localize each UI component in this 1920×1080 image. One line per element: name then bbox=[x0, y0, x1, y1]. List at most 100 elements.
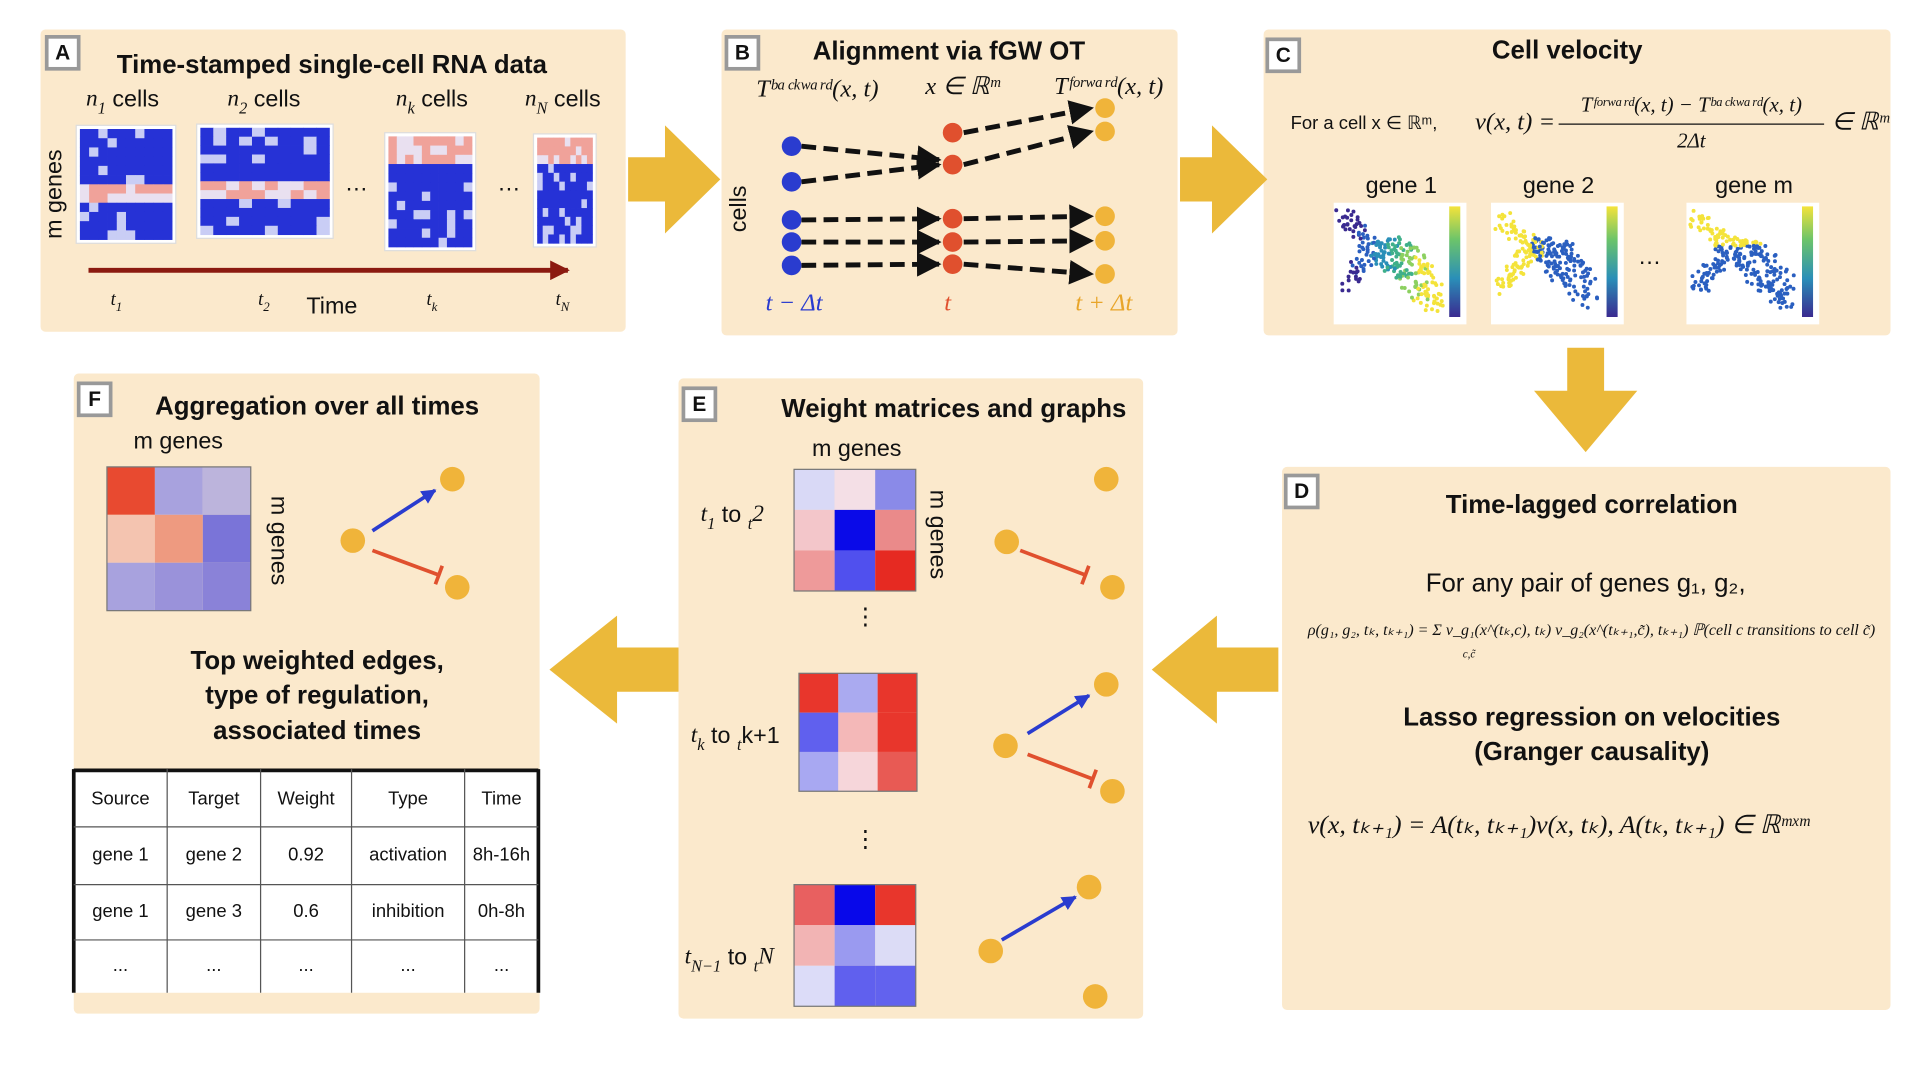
heatmap-cell bbox=[226, 172, 240, 182]
scatter-point bbox=[1354, 276, 1359, 281]
text-part: to bbox=[705, 722, 737, 748]
heatmap-cell bbox=[213, 225, 227, 236]
scatter-point bbox=[1351, 209, 1356, 214]
heatmap-cell bbox=[430, 228, 439, 239]
heatmap-cell bbox=[290, 163, 304, 173]
heatmap-cell bbox=[264, 199, 279, 209]
heatmap-cell bbox=[405, 210, 414, 220]
heatmap-cell bbox=[396, 191, 406, 202]
matrix-cell bbox=[834, 884, 876, 926]
scatter-point bbox=[1509, 230, 1514, 234]
scatter-point bbox=[1366, 259, 1371, 264]
matrix-frame bbox=[793, 884, 917, 1007]
scatter-point bbox=[1393, 244, 1398, 249]
text-part: t bbox=[737, 735, 742, 754]
heatmap-cell bbox=[553, 225, 560, 235]
heatmap-cell bbox=[290, 199, 304, 209]
heatmap-cell bbox=[548, 146, 555, 156]
gene-node bbox=[1093, 466, 1119, 492]
matrix-cell bbox=[794, 925, 835, 966]
table-cell: 8h-16h bbox=[473, 844, 530, 865]
heatmap-cell bbox=[277, 225, 292, 236]
scatter-point bbox=[1582, 279, 1587, 284]
heatmap-cell bbox=[537, 146, 544, 156]
scatter-point bbox=[1345, 208, 1350, 213]
scatter-point bbox=[1582, 274, 1587, 279]
gene-node bbox=[1082, 984, 1108, 1009]
label: m genes bbox=[133, 427, 223, 453]
scatter-point bbox=[1426, 287, 1431, 292]
scatter-point bbox=[1753, 251, 1758, 256]
heatmap-cell bbox=[570, 172, 577, 183]
scatter-point bbox=[1566, 254, 1571, 259]
scatter-point bbox=[1499, 284, 1504, 289]
heatmap-cell bbox=[537, 181, 544, 191]
heatmap-cell bbox=[559, 234, 566, 244]
text-part: to bbox=[715, 501, 747, 527]
heatmap-cell bbox=[125, 193, 136, 204]
heatmap-cell bbox=[200, 163, 214, 173]
heatmap-cell bbox=[421, 173, 431, 183]
scatter-point bbox=[1439, 282, 1444, 287]
heatmap-cell bbox=[153, 175, 164, 185]
scatter-point bbox=[1417, 261, 1422, 266]
scatter-point bbox=[1699, 220, 1704, 225]
scatter-point bbox=[1383, 245, 1388, 250]
scatter-point bbox=[1702, 264, 1707, 268]
heatmap-cell bbox=[413, 182, 423, 193]
heatmap-cell bbox=[135, 165, 145, 176]
table-cell: 0.92 bbox=[288, 844, 324, 865]
text-part: t bbox=[754, 957, 759, 976]
heatmap-cell bbox=[553, 172, 560, 183]
heatmap-cell bbox=[162, 147, 173, 158]
scatter-point bbox=[1497, 292, 1502, 296]
scatter-point bbox=[1539, 250, 1544, 255]
scatter-point bbox=[1439, 299, 1444, 304]
heatmap-cell bbox=[239, 127, 253, 138]
scatter-point bbox=[1504, 223, 1509, 227]
scatter-point bbox=[1392, 266, 1397, 271]
text-part: n bbox=[396, 86, 408, 112]
cell-dot bbox=[781, 210, 802, 230]
heatmap-cell bbox=[430, 154, 439, 165]
scatter-point bbox=[1698, 228, 1703, 233]
heatmap-cell bbox=[125, 175, 136, 185]
scatter-point bbox=[1379, 262, 1384, 267]
heatmap-cell bbox=[200, 216, 214, 227]
scatter-point bbox=[1348, 269, 1353, 274]
scatter-point bbox=[1374, 261, 1379, 266]
scatter-point bbox=[1405, 249, 1410, 254]
scatter-point bbox=[1425, 297, 1430, 302]
scatter-point bbox=[1521, 258, 1526, 263]
scatter-point bbox=[1557, 254, 1562, 259]
heatmap-cell bbox=[463, 136, 473, 146]
scatter-point bbox=[1575, 253, 1580, 258]
scatter-point bbox=[1772, 272, 1777, 277]
heatmap-cell bbox=[89, 221, 99, 231]
panel-letter: B bbox=[735, 42, 750, 65]
heatmap-cell bbox=[446, 191, 456, 202]
heatmap-cell bbox=[316, 207, 330, 218]
table-header: Target bbox=[188, 788, 239, 809]
heatmap-cell bbox=[537, 155, 544, 165]
matrix-cell bbox=[106, 562, 155, 611]
scatter-point bbox=[1749, 250, 1754, 255]
heatmap-cell bbox=[463, 145, 473, 156]
scatter-point bbox=[1565, 266, 1570, 271]
heatmap-cell bbox=[135, 193, 145, 204]
heatmap-cell bbox=[586, 164, 593, 174]
label: t + Δt bbox=[1075, 289, 1133, 316]
scatter-point bbox=[1791, 273, 1796, 278]
heatmap-cell bbox=[239, 181, 253, 191]
heatmap-cell bbox=[455, 200, 465, 211]
text-part: cells bbox=[547, 86, 600, 112]
heatmap-cell bbox=[446, 173, 456, 183]
heatmap-cell bbox=[89, 165, 99, 176]
scatter-point bbox=[1717, 231, 1722, 236]
scatter-point bbox=[1515, 264, 1520, 269]
heatmap-cell bbox=[586, 181, 593, 191]
heatmap-cell bbox=[144, 156, 155, 167]
heatmap-cell bbox=[388, 191, 398, 202]
heatmap-cell bbox=[107, 184, 118, 194]
scatter-point bbox=[1493, 227, 1498, 231]
